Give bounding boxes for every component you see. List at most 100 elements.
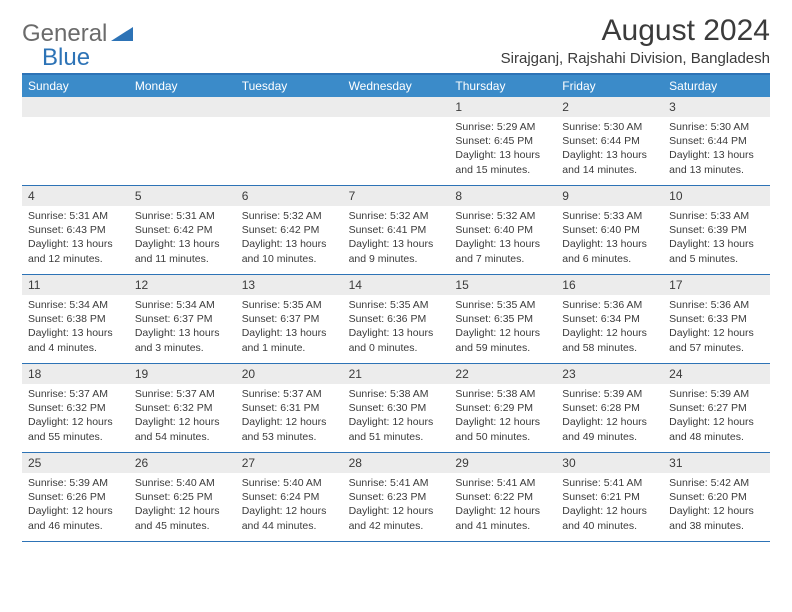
date-number: 20 — [236, 364, 343, 384]
sun-details: Sunrise: 5:39 AMSunset: 6:28 PMDaylight:… — [556, 384, 663, 448]
date-number — [22, 97, 129, 117]
calendar-cell — [343, 97, 450, 185]
sun-details: Sunrise: 5:38 AMSunset: 6:29 PMDaylight:… — [449, 384, 556, 448]
date-number: 21 — [343, 364, 450, 384]
date-number: 11 — [22, 275, 129, 295]
calendar-cell: 7Sunrise: 5:32 AMSunset: 6:41 PMDaylight… — [343, 186, 450, 274]
calendar-cell — [129, 97, 236, 185]
calendar-cell: 18Sunrise: 5:37 AMSunset: 6:32 PMDayligh… — [22, 364, 129, 452]
calendar-cell: 29Sunrise: 5:41 AMSunset: 6:22 PMDayligh… — [449, 453, 556, 541]
date-number: 18 — [22, 364, 129, 384]
calendar-cell: 6Sunrise: 5:32 AMSunset: 6:42 PMDaylight… — [236, 186, 343, 274]
day-header-wednesday: Wednesday — [343, 75, 450, 97]
date-number: 19 — [129, 364, 236, 384]
date-number: 17 — [663, 275, 770, 295]
calendar-cell: 22Sunrise: 5:38 AMSunset: 6:29 PMDayligh… — [449, 364, 556, 452]
sun-details: Sunrise: 5:32 AMSunset: 6:41 PMDaylight:… — [343, 206, 450, 270]
sun-details — [236, 117, 343, 177]
calendar-cell: 31Sunrise: 5:42 AMSunset: 6:20 PMDayligh… — [663, 453, 770, 541]
calendar-cell: 14Sunrise: 5:35 AMSunset: 6:36 PMDayligh… — [343, 275, 450, 363]
sun-details: Sunrise: 5:30 AMSunset: 6:44 PMDaylight:… — [556, 117, 663, 181]
sun-details: Sunrise: 5:41 AMSunset: 6:23 PMDaylight:… — [343, 473, 450, 537]
sun-details: Sunrise: 5:37 AMSunset: 6:31 PMDaylight:… — [236, 384, 343, 448]
sun-details: Sunrise: 5:31 AMSunset: 6:42 PMDaylight:… — [129, 206, 236, 270]
sun-details: Sunrise: 5:31 AMSunset: 6:43 PMDaylight:… — [22, 206, 129, 270]
date-number: 24 — [663, 364, 770, 384]
sun-details: Sunrise: 5:41 AMSunset: 6:21 PMDaylight:… — [556, 473, 663, 537]
week-row: 4Sunrise: 5:31 AMSunset: 6:43 PMDaylight… — [22, 186, 770, 275]
date-number: 5 — [129, 186, 236, 206]
sun-details: Sunrise: 5:30 AMSunset: 6:44 PMDaylight:… — [663, 117, 770, 181]
calendar-cell — [22, 97, 129, 185]
calendar-cell — [236, 97, 343, 185]
date-number: 31 — [663, 453, 770, 473]
day-header-row: SundayMondayTuesdayWednesdayThursdayFrid… — [22, 75, 770, 97]
logo-triangle-icon — [111, 25, 133, 46]
date-number: 9 — [556, 186, 663, 206]
date-number — [129, 97, 236, 117]
date-number: 12 — [129, 275, 236, 295]
week-row: 25Sunrise: 5:39 AMSunset: 6:26 PMDayligh… — [22, 453, 770, 542]
calendar: SundayMondayTuesdayWednesdayThursdayFrid… — [22, 73, 770, 542]
day-header-friday: Friday — [556, 75, 663, 97]
date-number — [343, 97, 450, 117]
calendar-cell: 5Sunrise: 5:31 AMSunset: 6:42 PMDaylight… — [129, 186, 236, 274]
sun-details: Sunrise: 5:32 AMSunset: 6:42 PMDaylight:… — [236, 206, 343, 270]
calendar-cell: 4Sunrise: 5:31 AMSunset: 6:43 PMDaylight… — [22, 186, 129, 274]
month-title: August 2024 — [501, 14, 770, 48]
calendar-cell: 24Sunrise: 5:39 AMSunset: 6:27 PMDayligh… — [663, 364, 770, 452]
calendar-cell: 12Sunrise: 5:34 AMSunset: 6:37 PMDayligh… — [129, 275, 236, 363]
calendar-cell: 3Sunrise: 5:30 AMSunset: 6:44 PMDaylight… — [663, 97, 770, 185]
calendar-cell: 26Sunrise: 5:40 AMSunset: 6:25 PMDayligh… — [129, 453, 236, 541]
date-number: 7 — [343, 186, 450, 206]
sun-details: Sunrise: 5:39 AMSunset: 6:27 PMDaylight:… — [663, 384, 770, 448]
sun-details — [343, 117, 450, 177]
date-number: 30 — [556, 453, 663, 473]
date-number: 10 — [663, 186, 770, 206]
date-number: 2 — [556, 97, 663, 117]
location-subtitle: Sirajganj, Rajshahi Division, Bangladesh — [501, 50, 770, 67]
calendar-cell: 2Sunrise: 5:30 AMSunset: 6:44 PMDaylight… — [556, 97, 663, 185]
calendar-cell: 28Sunrise: 5:41 AMSunset: 6:23 PMDayligh… — [343, 453, 450, 541]
sun-details — [129, 117, 236, 177]
date-number: 22 — [449, 364, 556, 384]
sun-details: Sunrise: 5:32 AMSunset: 6:40 PMDaylight:… — [449, 206, 556, 270]
sun-details: Sunrise: 5:35 AMSunset: 6:36 PMDaylight:… — [343, 295, 450, 359]
sun-details — [22, 117, 129, 177]
sun-details: Sunrise: 5:37 AMSunset: 6:32 PMDaylight:… — [22, 384, 129, 448]
calendar-cell: 13Sunrise: 5:35 AMSunset: 6:37 PMDayligh… — [236, 275, 343, 363]
calendar-cell: 19Sunrise: 5:37 AMSunset: 6:32 PMDayligh… — [129, 364, 236, 452]
calendar-cell: 15Sunrise: 5:35 AMSunset: 6:35 PMDayligh… — [449, 275, 556, 363]
sun-details: Sunrise: 5:34 AMSunset: 6:37 PMDaylight:… — [129, 295, 236, 359]
calendar-cell: 10Sunrise: 5:33 AMSunset: 6:39 PMDayligh… — [663, 186, 770, 274]
date-number: 3 — [663, 97, 770, 117]
day-header-sunday: Sunday — [22, 75, 129, 97]
date-number — [236, 97, 343, 117]
date-number: 27 — [236, 453, 343, 473]
sun-details: Sunrise: 5:29 AMSunset: 6:45 PMDaylight:… — [449, 117, 556, 181]
sun-details: Sunrise: 5:35 AMSunset: 6:35 PMDaylight:… — [449, 295, 556, 359]
week-row: 1Sunrise: 5:29 AMSunset: 6:45 PMDaylight… — [22, 97, 770, 186]
date-number: 28 — [343, 453, 450, 473]
date-number: 1 — [449, 97, 556, 117]
date-number: 6 — [236, 186, 343, 206]
calendar-cell: 30Sunrise: 5:41 AMSunset: 6:21 PMDayligh… — [556, 453, 663, 541]
sun-details: Sunrise: 5:33 AMSunset: 6:40 PMDaylight:… — [556, 206, 663, 270]
sun-details: Sunrise: 5:40 AMSunset: 6:24 PMDaylight:… — [236, 473, 343, 537]
calendar-cell: 11Sunrise: 5:34 AMSunset: 6:38 PMDayligh… — [22, 275, 129, 363]
sun-details: Sunrise: 5:36 AMSunset: 6:34 PMDaylight:… — [556, 295, 663, 359]
sun-details: Sunrise: 5:38 AMSunset: 6:30 PMDaylight:… — [343, 384, 450, 448]
week-row: 18Sunrise: 5:37 AMSunset: 6:32 PMDayligh… — [22, 364, 770, 453]
sun-details: Sunrise: 5:42 AMSunset: 6:20 PMDaylight:… — [663, 473, 770, 537]
date-number: 16 — [556, 275, 663, 295]
day-header-saturday: Saturday — [663, 75, 770, 97]
calendar-cell: 27Sunrise: 5:40 AMSunset: 6:24 PMDayligh… — [236, 453, 343, 541]
sun-details: Sunrise: 5:37 AMSunset: 6:32 PMDaylight:… — [129, 384, 236, 448]
calendar-cell: 23Sunrise: 5:39 AMSunset: 6:28 PMDayligh… — [556, 364, 663, 452]
date-number: 15 — [449, 275, 556, 295]
sun-details: Sunrise: 5:41 AMSunset: 6:22 PMDaylight:… — [449, 473, 556, 537]
calendar-cell: 9Sunrise: 5:33 AMSunset: 6:40 PMDaylight… — [556, 186, 663, 274]
sun-details: Sunrise: 5:39 AMSunset: 6:26 PMDaylight:… — [22, 473, 129, 537]
calendar-cell: 16Sunrise: 5:36 AMSunset: 6:34 PMDayligh… — [556, 275, 663, 363]
calendar-cell: 1Sunrise: 5:29 AMSunset: 6:45 PMDaylight… — [449, 97, 556, 185]
